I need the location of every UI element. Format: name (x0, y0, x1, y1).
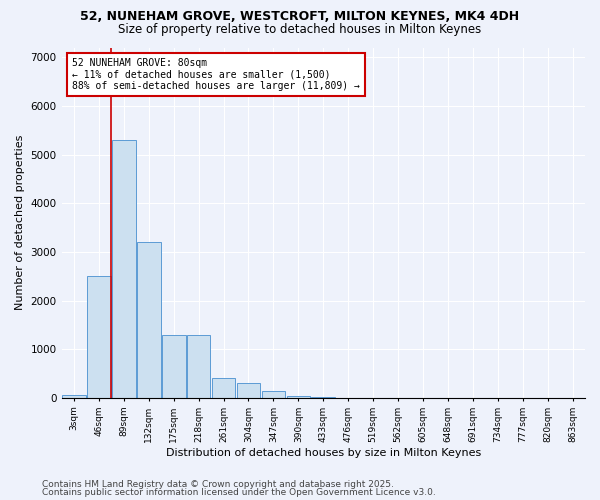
Bar (62, 395, 86, 398)
Bar (212, 378, 235, 398)
Bar (112, 140, 136, 398)
Y-axis label: Number of detached properties: Number of detached properties (15, 135, 25, 310)
Text: Size of property relative to detached houses in Milton Keynes: Size of property relative to detached ho… (118, 22, 482, 36)
Bar (187, 334, 211, 398)
Bar (87, 276, 111, 398)
Bar (162, 334, 185, 398)
Text: 52, NUNEHAM GROVE, WESTCROFT, MILTON KEYNES, MK4 4DH: 52, NUNEHAM GROVE, WESTCROFT, MILTON KEY… (80, 10, 520, 23)
Text: Contains public sector information licensed under the Open Government Licence v3: Contains public sector information licen… (42, 488, 436, 497)
X-axis label: Distribution of detached houses by size in Milton Keynes: Distribution of detached houses by size … (166, 448, 481, 458)
Text: 52 NUNEHAM GROVE: 80sqm
← 11% of detached houses are smaller (1,500)
88% of semi: 52 NUNEHAM GROVE: 80sqm ← 11% of detache… (72, 58, 360, 91)
Text: Contains HM Land Registry data © Crown copyright and database right 2025.: Contains HM Land Registry data © Crown c… (42, 480, 394, 489)
Bar (287, 396, 310, 398)
Bar (137, 242, 161, 398)
Bar (262, 390, 285, 398)
Bar (236, 384, 260, 398)
